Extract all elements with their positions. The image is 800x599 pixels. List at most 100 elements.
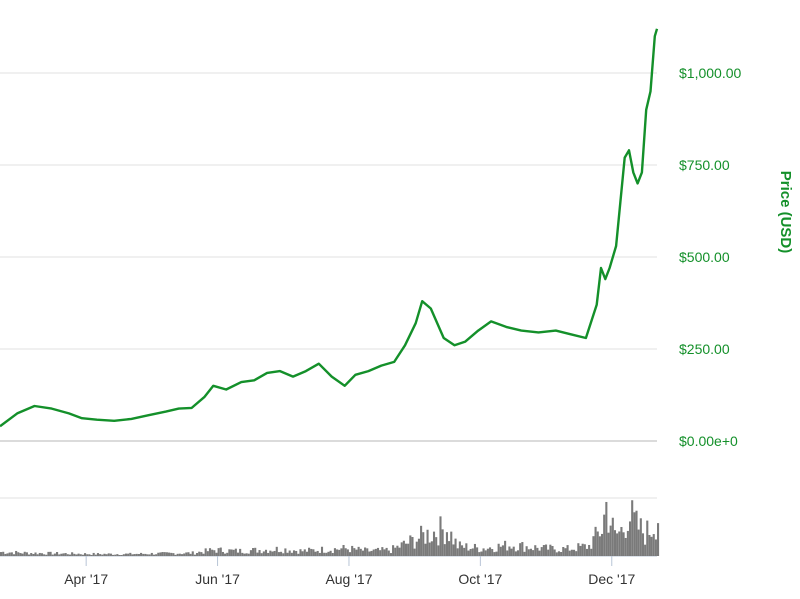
volume-bar (327, 551, 330, 556)
volume-bar (648, 534, 651, 556)
volume-bar (187, 552, 190, 556)
volume-bar (338, 549, 341, 556)
volume-bar (101, 554, 104, 556)
volume-bar (191, 551, 194, 556)
volume-bar (439, 516, 442, 556)
volume-bar (394, 547, 397, 556)
volume-bar (103, 553, 106, 556)
volume-bar (532, 550, 535, 556)
volume-bar (79, 554, 82, 556)
volume-bar (592, 536, 595, 556)
volume-bar (549, 544, 552, 556)
volume-bar (193, 554, 196, 556)
volume-bar (271, 551, 274, 556)
volume-bar (519, 543, 522, 556)
volume-bars (0, 500, 660, 556)
volume-bar (282, 553, 285, 556)
volume-bar (86, 554, 89, 556)
volume-bar (637, 529, 640, 556)
volume-bar (189, 553, 192, 556)
volume-bar (430, 541, 433, 556)
volume-bar (292, 550, 296, 556)
volume-bar (88, 554, 91, 556)
volume-bar (590, 548, 593, 556)
volume-bar (473, 543, 476, 556)
volume-bar (400, 542, 403, 556)
volume-bar (346, 549, 349, 556)
volume-bar (236, 552, 240, 556)
volume-bar (456, 548, 459, 556)
volume-bar (448, 541, 451, 556)
volume-bar (6, 553, 9, 556)
volume-bar (340, 548, 343, 556)
volume-bar (411, 537, 414, 556)
volume-bar (555, 552, 558, 556)
volume-bar (631, 500, 634, 556)
volume-bar (77, 553, 80, 556)
volume-bar (323, 552, 326, 556)
volume-bar (297, 553, 300, 556)
volume-bar (120, 555, 123, 556)
volume-bar (542, 545, 545, 556)
price-tick-label: $0.00e+0 (679, 433, 738, 449)
volume-bar (529, 548, 533, 556)
volume-bar (376, 547, 380, 556)
volume-bar (312, 549, 315, 556)
volume-bar (73, 553, 76, 556)
volume-bar (426, 529, 429, 556)
volume-bar (581, 543, 584, 556)
volume-bar (527, 549, 530, 556)
volume-bar (172, 553, 175, 556)
volume-bar (254, 547, 257, 556)
volume-bar (540, 547, 543, 556)
volume-bar (415, 541, 418, 556)
volume-bar (170, 552, 173, 556)
volume-bar (657, 523, 660, 556)
volume-bar (118, 554, 121, 556)
volume-bar (224, 553, 227, 556)
volume-bar (211, 549, 214, 556)
grid-lines (0, 72, 657, 557)
date-tick-label: Jun '17 (195, 571, 240, 587)
volume-bar (2, 551, 5, 556)
volume-bar (247, 553, 250, 556)
date-tick-label: Apr '17 (64, 571, 108, 587)
volume-bar (392, 545, 395, 556)
volume-bar (204, 548, 207, 556)
volume-bar (348, 552, 352, 556)
volume-bar (131, 554, 134, 556)
volume-bar (629, 521, 632, 556)
volume-bar (523, 551, 526, 556)
volume-bar (239, 548, 242, 556)
volume-bar (81, 554, 84, 556)
price-series-line (0, 28, 659, 428)
volume-bar (366, 548, 369, 556)
volume-bar (463, 547, 466, 556)
volume-bar (114, 554, 117, 556)
volume-bar (435, 537, 438, 556)
volume-bar (228, 549, 231, 556)
volume-bar (264, 549, 268, 556)
volume-bar (299, 549, 302, 556)
volume-bar (286, 552, 289, 556)
volume-bar (288, 550, 291, 556)
volume-bar (437, 545, 440, 556)
volume-bar (174, 554, 177, 556)
volume-bar (124, 553, 128, 556)
volume-bar (506, 550, 509, 556)
volume-bar (605, 501, 608, 556)
volume-bar (185, 552, 188, 556)
volume-bar (127, 553, 130, 556)
volume-bar (249, 550, 252, 556)
volume-bar (441, 529, 444, 556)
volume-bar (75, 554, 78, 556)
price-tick-label: $1,000.00 (679, 65, 741, 81)
volume-bar (94, 554, 97, 556)
volume-bar (17, 552, 20, 556)
volume-bar (183, 553, 186, 556)
volume-bar (178, 553, 181, 556)
volume-bar (208, 548, 212, 556)
volume-bar (198, 551, 201, 556)
volume-bar (12, 554, 16, 556)
